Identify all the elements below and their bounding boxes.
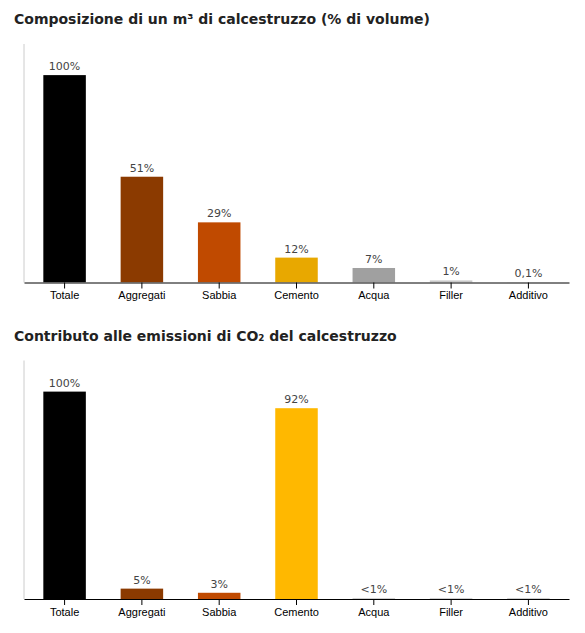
x-tick-label: Sabbia [202, 606, 237, 618]
chart-title: Composizione di un m³ di calcestruzzo (%… [14, 11, 430, 27]
x-tick-mark [451, 599, 452, 605]
bar [43, 392, 86, 599]
x-tick: Additivo [509, 283, 548, 302]
x-tick-mark [141, 599, 142, 605]
x-tick: Aggregati [118, 599, 165, 618]
bar [198, 222, 241, 282]
x-tick-mark [528, 283, 529, 289]
x-tick: Filler [439, 283, 463, 302]
bar [121, 589, 164, 599]
x-tick: Sabbia [202, 599, 237, 618]
data-label: <1% [438, 583, 465, 596]
x-tick-label: Sabbia [202, 289, 237, 301]
x-tick-label: Cemento [274, 289, 319, 301]
x-tick-label: Acqua [358, 606, 390, 618]
chart-panel: Composizione di un m³ di calcestruzzo (%… [14, 11, 570, 301]
data-labels: 100% 5% 3% 92% <1% <1% <1% [49, 377, 542, 596]
data-label: <1% [360, 583, 387, 596]
data-label: <1% [515, 583, 542, 596]
bars [43, 75, 549, 282]
bar [121, 177, 164, 283]
data-label: 5% [133, 574, 150, 587]
bar [275, 258, 318, 283]
data-label: 0,1% [514, 267, 542, 280]
y-axis-line [24, 361, 25, 600]
bar [507, 282, 550, 283]
x-tick-label: Additivo [509, 606, 548, 618]
data-label: 3% [210, 578, 227, 591]
x-tick: Cemento [274, 283, 319, 302]
x-tick-label: Cemento [274, 606, 319, 618]
chart-panel: Contributo alle emissioni di CO₂ del cal… [14, 328, 570, 618]
x-tick: Cemento [274, 599, 319, 618]
x-tick-mark [451, 283, 452, 289]
data-label: 12% [284, 243, 308, 256]
data-label: 100% [49, 60, 80, 73]
x-tick: Aggregati [118, 283, 165, 302]
x-tick-label: Aggregati [118, 289, 165, 301]
bars [43, 392, 549, 599]
x-tick: Acqua [358, 599, 390, 618]
x-tick-mark [64, 599, 65, 605]
x-tick-mark [296, 599, 297, 605]
data-label: 100% [49, 377, 80, 390]
chart-title: Contributo alle emissioni di CO₂ del cal… [14, 328, 397, 344]
x-axis: Totale Aggregati Sabbia Cemento Acqua Filler A… [25, 283, 570, 302]
bar [275, 408, 318, 599]
bar [43, 75, 86, 282]
x-axis: Totale Aggregati Sabbia Cemento Acqua Filler A… [25, 599, 570, 618]
x-tick: Totale [50, 283, 79, 302]
x-tick: Filler [439, 599, 463, 618]
bar [507, 598, 550, 599]
x-tick-label: Totale [50, 289, 79, 301]
x-tick-label: Aggregati [118, 606, 165, 618]
x-tick-label: Totale [50, 606, 79, 618]
x-tick-mark [64, 283, 65, 289]
data-label: 92% [284, 393, 308, 406]
x-tick: Totale [50, 599, 79, 618]
x-tick-mark [373, 599, 374, 605]
x-tick-label: Additivo [509, 289, 548, 301]
x-tick-mark [141, 283, 142, 289]
bar [353, 268, 396, 283]
data-label: 7% [365, 253, 382, 266]
x-tick-mark [373, 283, 374, 289]
x-tick-mark [528, 599, 529, 605]
x-tick-mark [219, 283, 220, 289]
x-tick-label: Filler [439, 606, 463, 618]
data-label: 51% [130, 162, 154, 175]
bar [430, 598, 473, 599]
x-tick-mark [296, 283, 297, 289]
data-label: 1% [442, 265, 459, 278]
x-tick: Acqua [358, 283, 390, 302]
data-label: 29% [207, 207, 231, 220]
bar [198, 593, 241, 599]
x-tick-label: Acqua [358, 289, 390, 301]
x-tick-label: Filler [439, 289, 463, 301]
x-tick: Sabbia [202, 283, 237, 302]
data-labels: 100% 51% 29% 12% 7% 1% 0,1% [49, 60, 543, 280]
bar [353, 598, 396, 599]
bar [430, 280, 473, 282]
x-tick: Additivo [509, 599, 548, 618]
figure: Composizione di un m³ di calcestruzzo (%… [0, 0, 585, 633]
y-axis-line [24, 44, 25, 283]
x-tick-mark [219, 599, 220, 605]
